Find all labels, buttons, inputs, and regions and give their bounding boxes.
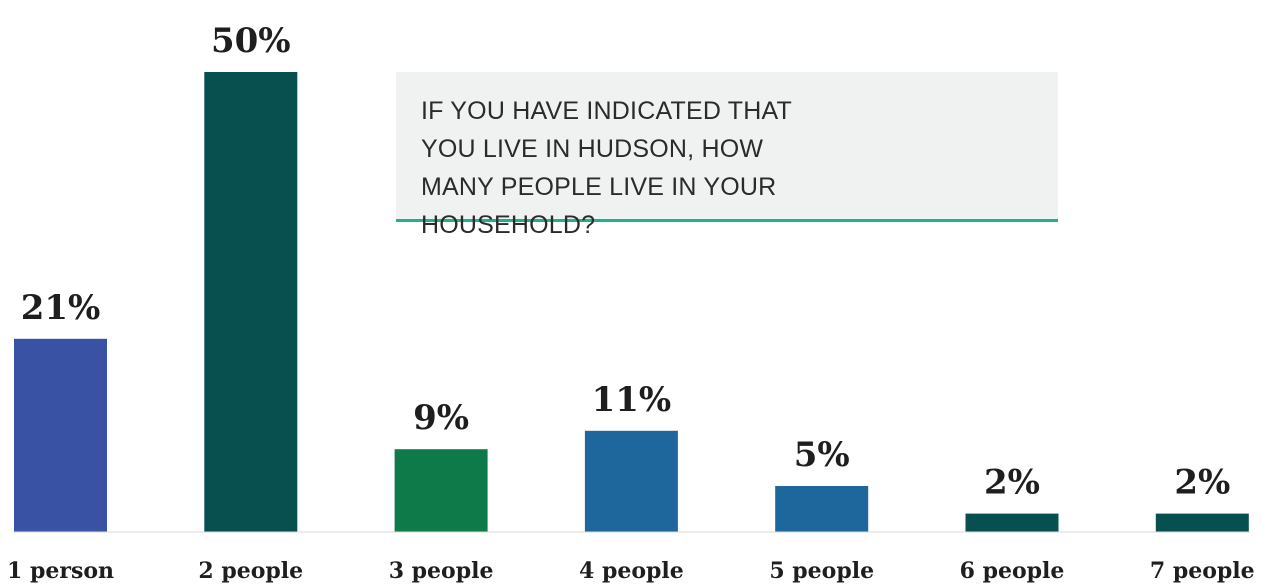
value-label: 2%	[984, 463, 1040, 503]
value-label: 5%	[794, 435, 850, 475]
bar-2-people	[204, 72, 298, 532]
question-text: IF YOU HAVE INDICATED THAT YOU LIVE IN H…	[421, 97, 792, 239]
category-label: 2 people	[198, 558, 303, 584]
category-label: 1 person	[7, 558, 114, 584]
value-label: 11%	[592, 380, 672, 420]
category-label: 5 people	[769, 558, 874, 584]
category-labels-group: 1 person 2 people 3 people 4 people 5 people…	[7, 558, 1255, 584]
bar-5-people	[775, 486, 869, 532]
value-label: 2%	[1174, 463, 1230, 503]
value-label: 9%	[413, 398, 469, 438]
bar-7-people	[1155, 513, 1249, 532]
category-label: 4 people	[579, 558, 684, 584]
category-label: 7 people	[1150, 558, 1255, 584]
category-label: 6 people	[960, 558, 1065, 584]
question-callout: IF YOU HAVE INDICATED THAT YOU LIVE IN H…	[396, 72, 1058, 239]
value-label: 50%	[211, 21, 291, 61]
value-label: 21%	[21, 288, 101, 328]
bar-1-person	[14, 338, 107, 532]
value-labels-group: 21% 50% 9% 11% 5% 2% 2%	[21, 21, 1231, 503]
category-label: 3 people	[389, 558, 494, 584]
bar-6-people	[965, 513, 1059, 532]
bar-3-people	[394, 449, 488, 532]
bars-group	[14, 72, 1249, 532]
bar-4-people	[584, 430, 678, 532]
